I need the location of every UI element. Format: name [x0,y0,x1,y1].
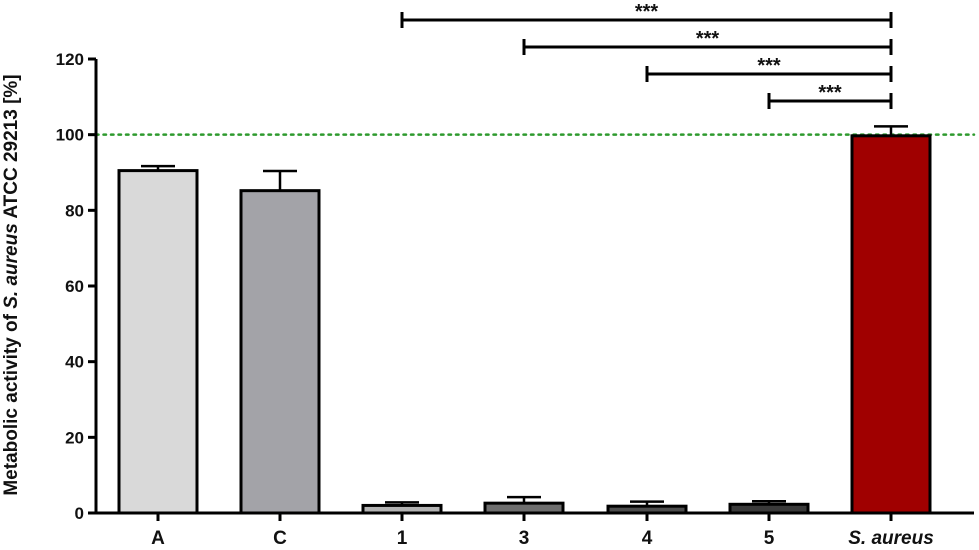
y-tick-label: 120 [56,50,84,69]
x-tick-label: 5 [764,528,775,549]
bar-a [117,169,199,515]
x-tick-label: 1 [397,528,408,549]
bar-c [239,189,321,515]
y-axis-label-species: S. aureus [1,223,22,309]
y-tick-label: 60 [65,277,84,296]
y-axis-label: Metabolic activity of S. aureus ATCC 292… [1,74,22,495]
y-tick-label: 100 [56,126,84,145]
plot-area: 0 20 40 60 80 100 120 A C 1 3 4 5 S. aureus *** *** *** *… [56,1,976,549]
significance-label: *** [818,82,842,104]
y-tick-label: 40 [65,353,84,372]
significance-label: *** [696,28,720,50]
significance-label: *** [635,1,659,23]
x-tick-label: A [151,528,165,549]
x-tick-label: C [273,528,287,549]
x-tick-label: 4 [642,528,653,549]
y-axis-label-prefix: Metabolic activity of [1,309,22,496]
y-tick-label: 0 [75,504,84,523]
bar-s-aureus [850,134,932,515]
y-tick-label: 80 [65,201,84,220]
significance-label: *** [757,55,781,77]
x-tick-label: S. aureus [848,528,934,549]
y-axis-label-suffix: ATCC 29213 [%] [1,74,22,223]
x-tick-label: 3 [519,528,530,549]
y-tick-label: 20 [65,428,84,447]
